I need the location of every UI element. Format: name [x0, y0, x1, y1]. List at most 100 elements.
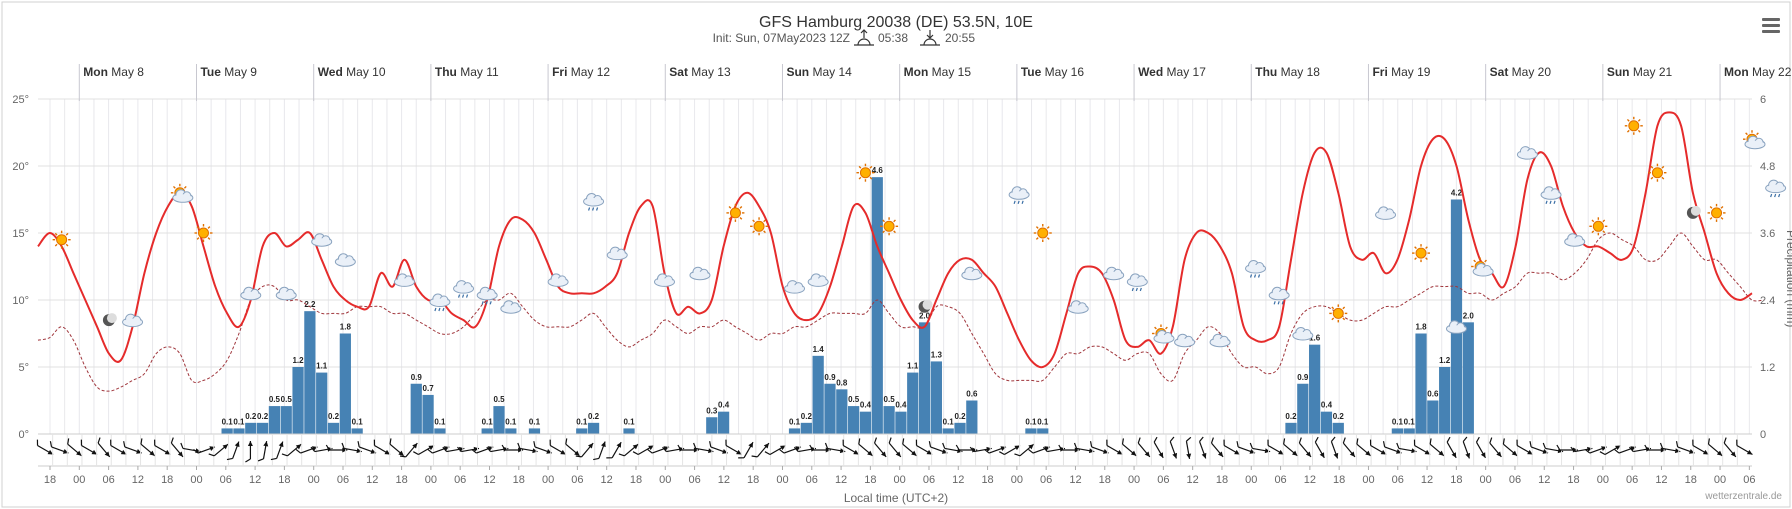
precip-bar-label: 2.0 [1463, 311, 1475, 320]
cloud-icon [1209, 333, 1231, 348]
sun-icon [1707, 203, 1726, 222]
x-tick-label: 18 [44, 474, 56, 486]
moon-icon [918, 299, 933, 313]
precip-bar-label: 0.1 [576, 417, 588, 426]
x-tick-label: 12 [1655, 474, 1667, 486]
menu-icon[interactable] [1762, 18, 1780, 34]
rain-cloud-icon [1008, 186, 1030, 204]
y-left-tick-label: 20° [12, 161, 29, 173]
rain-cloud-icon [429, 293, 451, 312]
rain-cloud-icon [453, 280, 475, 298]
sun-icon [880, 217, 899, 236]
x-tick-label: 18 [513, 474, 525, 486]
precip-bar-label: 0.1 [352, 417, 364, 426]
day-label: Wed May 17 [1138, 65, 1206, 79]
day-label: Tue May 9 [200, 65, 257, 79]
day-label: Fri May 12 [552, 65, 610, 79]
wind-arrow-icon [1342, 437, 1356, 458]
precip-bar-label: 0.5 [269, 395, 281, 404]
precip-bar [859, 411, 872, 434]
precip-bar [871, 177, 883, 434]
x-tick-label: 00 [1362, 474, 1374, 486]
cloud-icon [334, 253, 356, 267]
init-text: Init: Sun, 07May2023 12Z [713, 31, 850, 45]
cloud-icon [807, 273, 829, 287]
x-tick-label: 06 [1274, 474, 1286, 486]
precip-bar-label: 0.1 [623, 417, 635, 426]
precip-bar [812, 355, 824, 434]
x-tick-label: 06 [1509, 474, 1521, 486]
x-tick-label: 00 [1011, 474, 1023, 486]
wind-arrow-icon [1599, 444, 1621, 456]
wind-arrow-icon [257, 441, 269, 462]
x-axis-title: Local time (UTC+2) [844, 491, 948, 505]
sun-icon [750, 217, 769, 236]
y-left-tick-label: 0° [18, 429, 29, 441]
rain-cloud-icon [1245, 260, 1267, 278]
wind-arrow-icon [1210, 437, 1224, 458]
precip-bar [918, 322, 931, 434]
x-tick-label: 12 [718, 474, 730, 486]
cloud-icon [1174, 333, 1196, 348]
wind-arrow-icon [1314, 436, 1325, 459]
menu-icon-bar [1762, 18, 1780, 21]
wind-arrow-icon [208, 443, 229, 457]
x-tick-label: 06 [1743, 474, 1755, 486]
day-label: Thu May 18 [1255, 65, 1320, 79]
wind-arrow-icon [677, 444, 699, 453]
y-right-tick-label: 2.4 [1760, 295, 1775, 307]
precip-bar [942, 428, 954, 434]
x-tick-label: 18 [864, 474, 876, 486]
wind-arrow-icon [1283, 438, 1298, 457]
rain-cloud-icon [1765, 179, 1787, 198]
cloud-icon [784, 280, 806, 294]
menu-icon-bar [1762, 24, 1780, 27]
x-tick-label: 06 [220, 474, 232, 486]
precip-bar [339, 333, 351, 434]
day-label: Wed May 10 [318, 65, 386, 79]
wind-arrow-icon [36, 439, 54, 456]
wind-arrow-icon [1058, 444, 1080, 453]
precip-bar [848, 406, 860, 434]
y-left-tick-label: 25° [12, 94, 29, 106]
precip-bar-label: 0.5 [884, 395, 896, 404]
precip-bar-label: 1.1 [316, 362, 328, 371]
x-tick-label: 12 [366, 474, 378, 486]
precip-bar-label: 0.1 [233, 417, 245, 426]
sun-icon [856, 163, 875, 182]
precip-bar-label: 0.4 [895, 401, 907, 410]
day-label: Mon May 22 [1724, 65, 1792, 79]
x-tick-label: 18 [395, 474, 407, 486]
x-tick-label: 00 [1245, 474, 1257, 486]
precip-bar-label: 0.9 [1297, 373, 1309, 382]
wind-arrow-icon [140, 438, 156, 457]
cloud-icon [689, 266, 711, 281]
precip-bar-label: 0.5 [493, 395, 505, 404]
y-left-tick-label: 5° [18, 362, 29, 374]
cloud-icon [606, 246, 628, 261]
precip-bar [268, 406, 281, 434]
x-tick-label: 18 [747, 474, 759, 486]
precip-bar [1320, 411, 1333, 434]
precip-bar-label: 1.1 [907, 362, 919, 371]
rain-cloud-icon [583, 193, 605, 211]
precip-bar-label: 1.8 [1415, 323, 1427, 332]
x-tick-label: 12 [483, 474, 495, 486]
precip-bar [528, 428, 541, 434]
wind-arrow-icon [1153, 436, 1164, 459]
wind-arrow-icon [725, 439, 742, 456]
precip-bar-label: 0.2 [801, 412, 813, 421]
wind-arrow-icon [1014, 443, 1035, 457]
x-tick-label: 18 [1567, 474, 1579, 486]
x-tick-label: 00 [425, 474, 437, 486]
x-tick-label: 18 [1216, 474, 1228, 486]
chart-title: GFS Hamburg 20038 (DE) 53.5N, 10E [759, 14, 1033, 31]
precip-bar [1415, 333, 1427, 434]
sun-icon [726, 203, 745, 222]
precip-bar [1309, 344, 1321, 434]
wind-arrow-icon [764, 444, 786, 456]
precip-bar [1285, 422, 1297, 434]
wind-arrow-icon [888, 437, 902, 458]
wind-arrow-icon [842, 439, 860, 456]
precip-bar [623, 428, 635, 434]
